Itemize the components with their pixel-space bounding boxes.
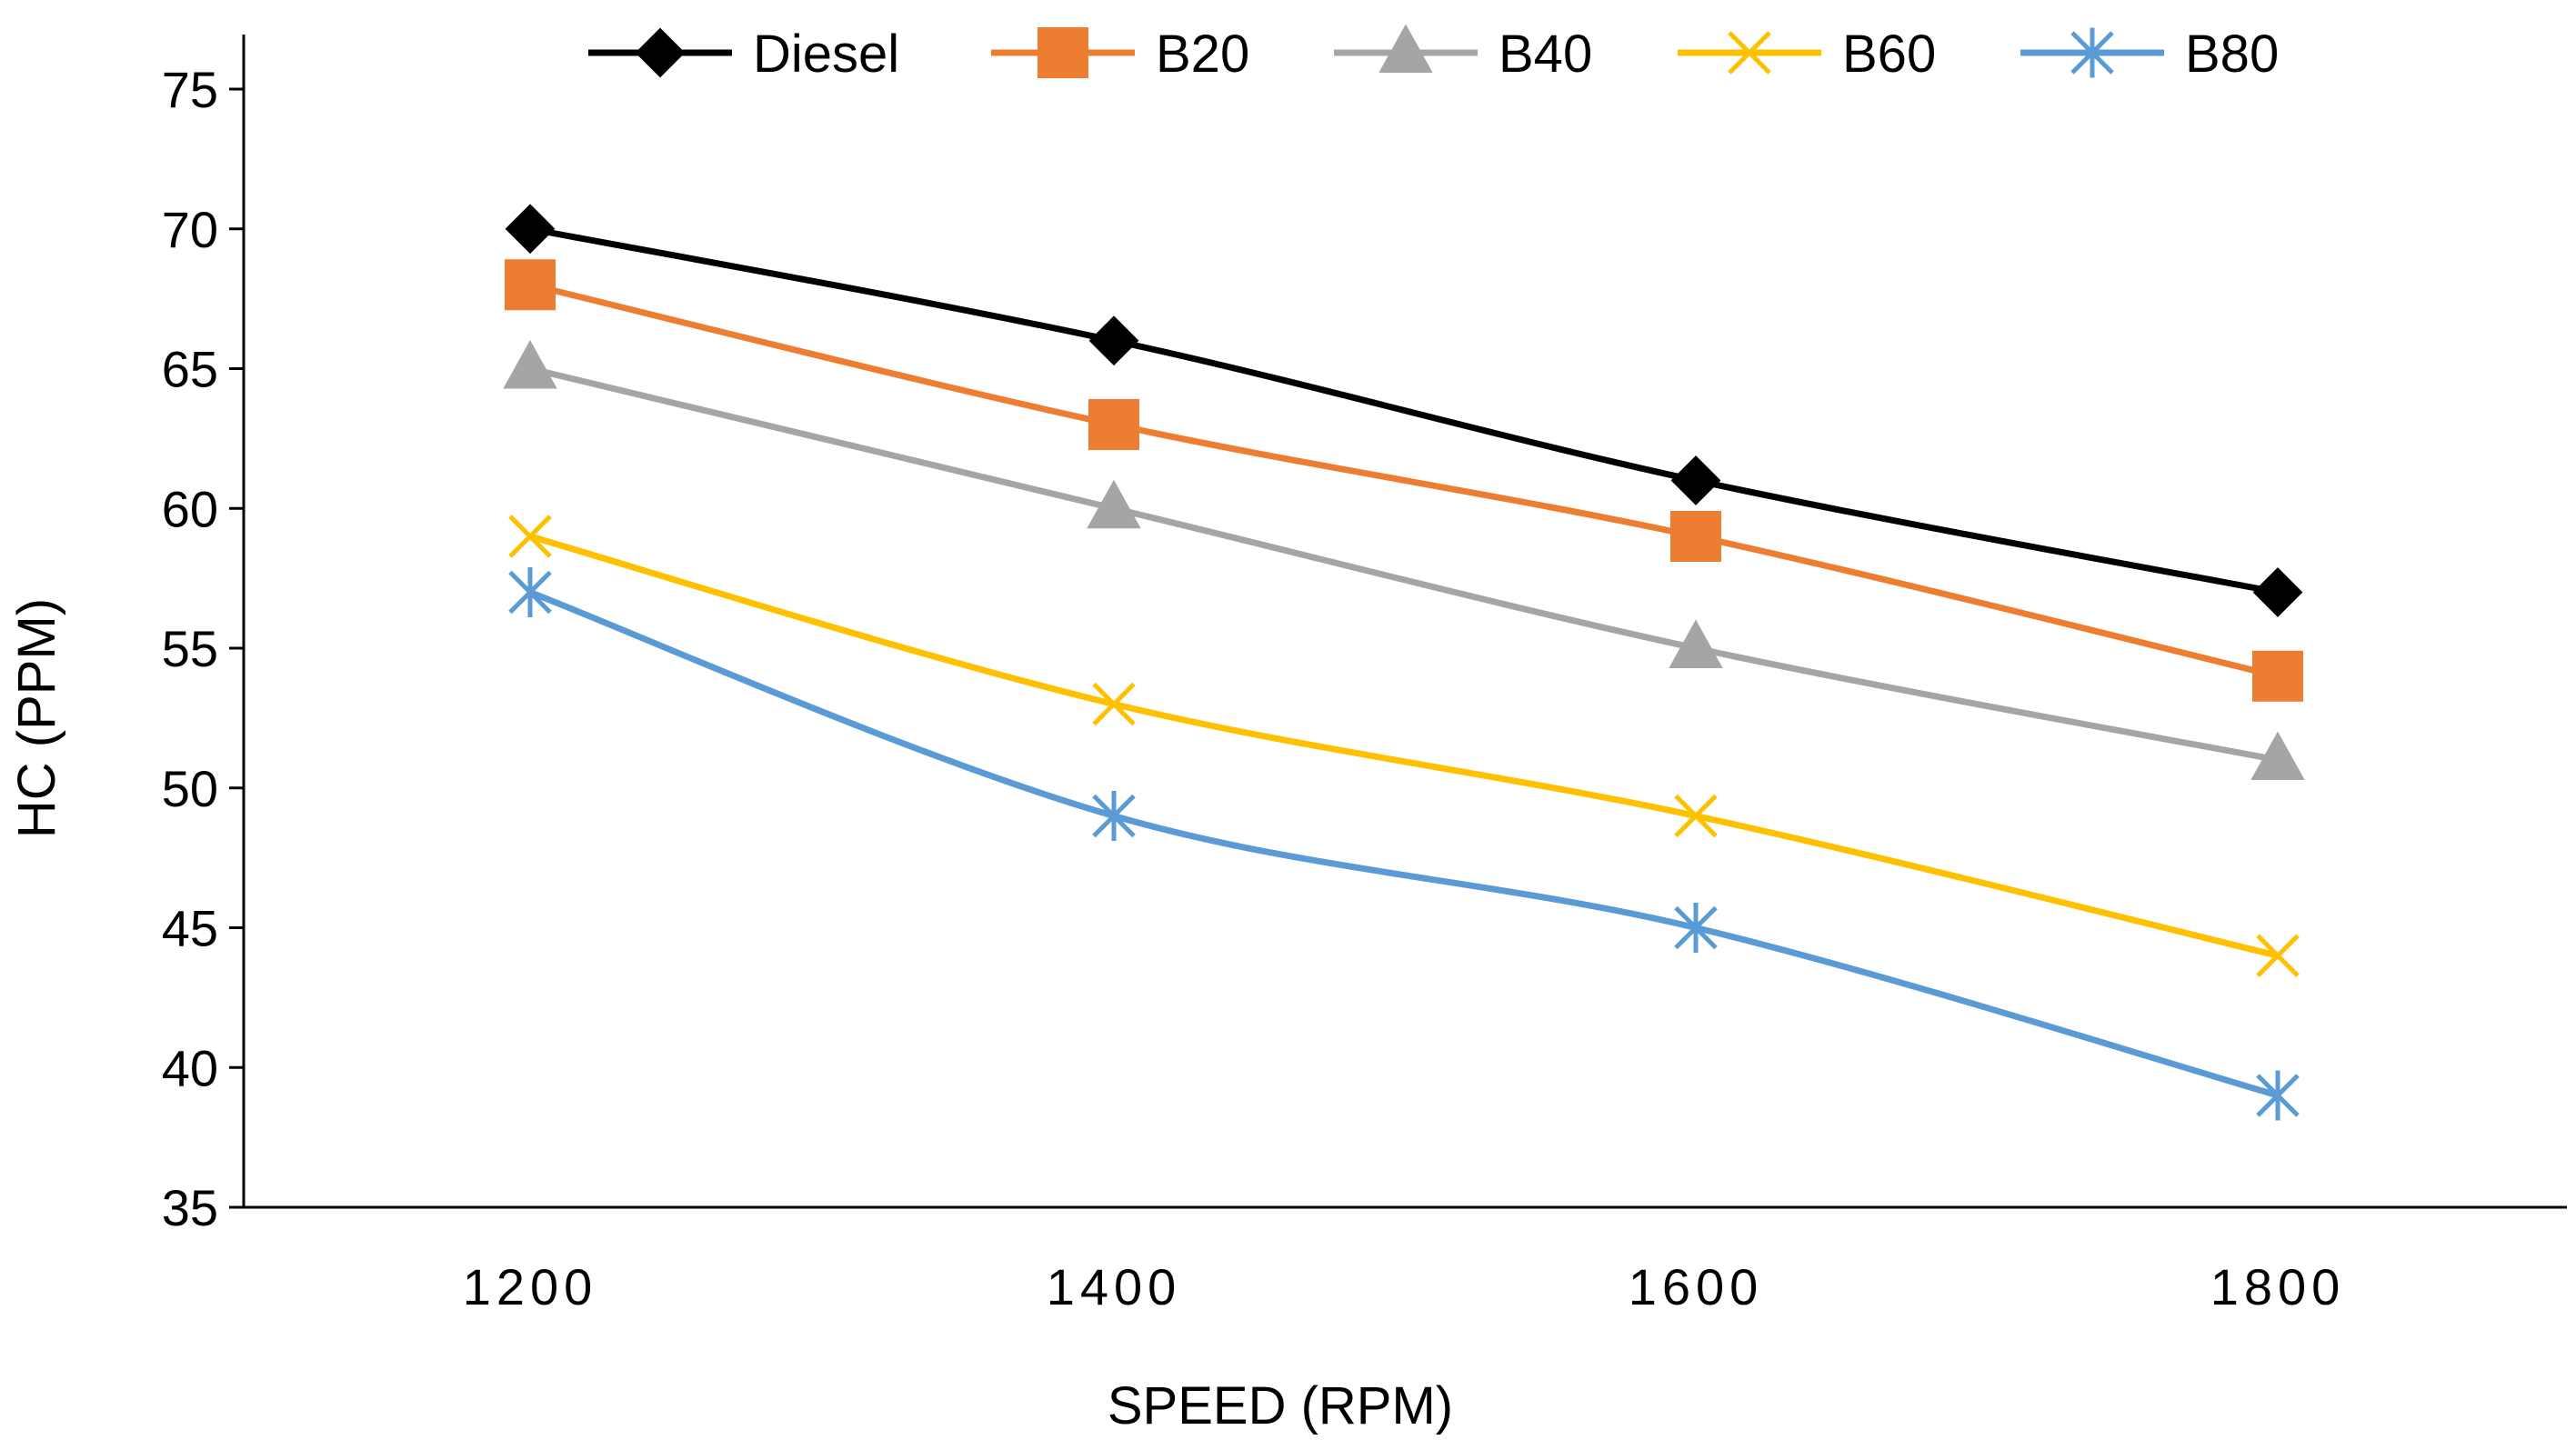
y-tick-label-65: 65 [162,341,218,398]
y-tick-label-75: 75 [162,61,218,118]
x-tick-label-1800: 1800 [2210,1258,2346,1315]
point-b20-1600 [1670,511,1721,562]
point-diesel-1400 [1088,315,1139,366]
y-tick-label-60: 60 [162,480,218,537]
point-b40-1400 [1087,479,1141,529]
legend-marker-b20 [1037,27,1088,78]
x-axis-title: SPEED (RPM) [1108,1376,1453,1435]
series-b60 [508,515,2300,978]
legend-label-diesel: Diesel [753,25,899,84]
legend-marker-diesel [635,27,686,78]
series-b20 [505,259,2303,702]
axes: 35 40 45 50 55 60 65 70 75 1200 1400 1600 1800 [162,35,2567,1315]
legend-item-b20: B20 [991,25,1249,84]
point-b40-1200 [503,340,557,389]
legend: Diesel B20 B40 B60 B80 [588,24,2279,84]
point-b80-1400 [1092,791,1136,841]
point-b40-1600 [1669,619,1723,668]
point-b20-1200 [505,259,556,311]
series-line-b80 [526,589,2281,1099]
legend-label-b60: B60 [1842,25,1936,84]
point-diesel-1600 [1670,455,1721,505]
legend-item-b40: B40 [1334,24,1592,84]
y-axis-title: HC (PPM) [7,598,66,838]
y-tick-label-45: 45 [162,900,218,957]
legend-item-b60: B60 [1678,25,1936,84]
point-diesel-1200 [505,204,556,255]
legend-label-b80: B80 [2185,25,2279,84]
point-b40-1800 [2250,731,2305,780]
point-b60-1600 [1674,794,1718,838]
x-tick-label-1200: 1200 [463,1258,598,1315]
point-diesel-1800 [2252,567,2303,617]
point-b80-1800 [2256,1070,2300,1121]
y-tick-label-70: 70 [162,201,218,258]
legend-item-b80: B80 [2020,25,2279,84]
series-line-b40 [526,365,2281,764]
series-line-diesel [526,225,2281,595]
legend-marker-b80 [2070,27,2114,78]
x-tick-label-1600: 1600 [1629,1258,1764,1315]
legend-label-b40: B40 [1498,25,1592,84]
x-tick-label-1400: 1400 [1047,1258,1182,1315]
y-tick-label-50: 50 [162,760,218,817]
point-b60-1400 [1092,682,1136,726]
legend-item-diesel: Diesel [588,25,899,84]
series-diesel [505,204,2303,617]
legend-marker-b40 [1378,24,1433,73]
legend-label-b20: B20 [1156,25,1249,84]
point-b60-1800 [2256,934,2300,978]
y-tick-label-55: 55 [162,620,218,677]
y-tick-label-35: 35 [162,1179,218,1236]
series-layer [503,204,2305,1121]
point-b20-1800 [2252,650,2303,702]
series-line-b20 [526,281,2281,680]
series-b80 [508,567,2300,1121]
point-b20-1400 [1088,399,1139,450]
point-b80-1600 [1674,903,1718,953]
y-tick-label-40: 40 [162,1039,218,1096]
series-b40 [503,340,2305,780]
series-line-b60 [526,533,2281,959]
point-b60-1200 [508,515,552,558]
point-b80-1200 [508,567,552,617]
legend-marker-b60 [1728,31,1771,75]
